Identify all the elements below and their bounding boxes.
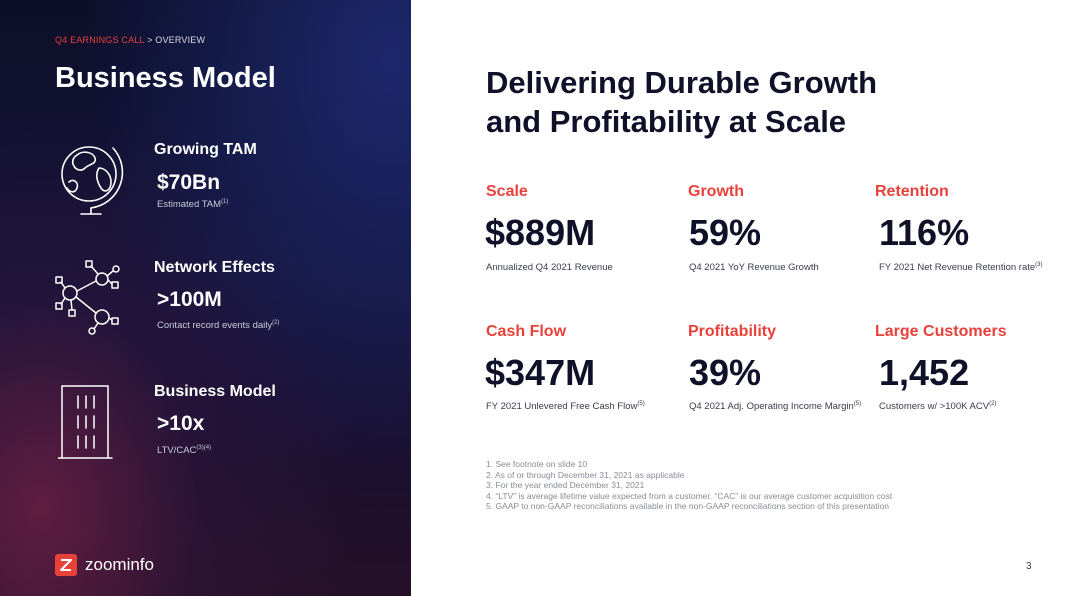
feature-value-business: >10x	[157, 412, 205, 435]
logo-z-icon	[55, 554, 77, 576]
feature-title-network: Network Effects	[154, 259, 275, 276]
metric-desc-retention: FY 2021 Net Revenue Retention rate(3)	[879, 262, 1043, 273]
metric-desc-customers-text: Customers w/ >100K ACV	[879, 401, 990, 413]
metric-label-customers: Large Customers	[875, 323, 1007, 340]
metric-desc-profitability-sup: (5)	[853, 401, 862, 407]
metric-desc-customers: Customers w/ >100K ACV(2)	[879, 401, 996, 412]
left-panel: Q4 EARNINGS CALL > OVERVIEW Business Mod…	[0, 0, 411, 596]
breadcrumb: Q4 EARNINGS CALL > OVERVIEW	[55, 35, 205, 45]
feature-value-network: >100M	[157, 288, 222, 311]
zoominfo-logo: zoominfo	[55, 554, 154, 576]
feature-sub-tam: Estimated TAM(1)	[157, 199, 228, 210]
metric-value-profitability: 39%	[689, 352, 762, 393]
metric-value-customers: 1,452	[879, 352, 970, 393]
breadcrumb-separator: >	[144, 35, 156, 45]
footnote: 2. As of or through December 31, 2021 as…	[486, 469, 685, 480]
metric-desc-growth-text: Q4 2021 YoY Revenue Growth	[689, 262, 819, 273]
breadcrumb-page: OVERVIEW	[155, 35, 206, 45]
metric-desc-profitability-text: Q4 2021 Adj. Operating Income Margin	[689, 401, 854, 413]
footnote: 3. For the year ended December 31, 2021	[486, 480, 645, 490]
feature-sub-business-sup: (3)(4)	[196, 445, 212, 451]
main-title: Delivering Durable Growth and Profitabil…	[486, 63, 986, 141]
feature-title-tam: Growing TAM	[154, 141, 257, 158]
feature-sub-tam-text: Estimated TAM	[157, 199, 222, 211]
metric-desc-retention-text: FY 2021 Net Revenue Retention rate	[879, 262, 1036, 274]
network-icon	[55, 260, 120, 335]
metric-label-scale: Scale	[486, 183, 528, 200]
metric-desc-cashflow-sup: (5)	[637, 401, 645, 407]
feature-sub-network-sup: (2)	[272, 320, 280, 326]
metric-label-retention: Retention	[875, 183, 949, 200]
left-title: Business Model	[55, 62, 276, 94]
metric-desc-scale-text: Annualized Q4 2021 Revenue	[486, 262, 613, 273]
metric-value-growth: 59%	[689, 212, 762, 253]
metric-value-retention: 116%	[879, 212, 970, 253]
footnotes: 1. See footnote on slide 10 2. As of or …	[486, 459, 892, 512]
logo-text: zoominfo	[85, 555, 154, 574]
footnote: 5. GAAP to non-GAAP reconciliations avai…	[486, 501, 890, 511]
globe-icon	[61, 146, 124, 215]
metric-label-profitability: Profitability	[688, 323, 777, 340]
feature-title-business: Business Model	[154, 383, 276, 400]
metric-desc-customers-sup: (2)	[989, 401, 997, 407]
metric-desc-cashflow: FY 2021 Unlevered Free Cash Flow(5)	[486, 401, 645, 412]
feature-value-tam: $70Bn	[157, 171, 221, 194]
feature-sub-business: LTV/CAC(3)(4)	[157, 445, 211, 456]
main-title-line2: and Profitability at Scale	[486, 104, 847, 139]
metric-desc-growth: Q4 2021 YoY Revenue Growth	[689, 262, 819, 273]
metric-desc-retention-sup: (3)	[1035, 262, 1043, 268]
metric-desc-scale: Annualized Q4 2021 Revenue	[486, 262, 613, 273]
metric-label-cashflow: Cash Flow	[486, 323, 567, 340]
breadcrumb-section[interactable]: Q4 EARNINGS CALL	[55, 35, 145, 45]
metric-desc-cashflow-text: FY 2021 Unlevered Free Cash Flow	[486, 401, 638, 413]
metric-label-growth: Growth	[688, 183, 744, 200]
page-number: 3	[1026, 561, 1032, 572]
feature-sub-business-text: LTV/CAC	[157, 445, 197, 457]
metric-desc-profitability: Q4 2021 Adj. Operating Income Margin(5)	[689, 401, 861, 412]
metric-value-scale: $889M	[485, 212, 596, 253]
footnote: 4. “LTV” is average lifetime value expec…	[486, 490, 893, 501]
building-icon	[58, 385, 113, 459]
feature-sub-network-text: Contact record events daily	[157, 320, 273, 332]
footnote: 1. See footnote on slide 10	[486, 459, 588, 469]
metric-value-cashflow: $347M	[485, 352, 596, 393]
feature-sub-network: Contact record events daily(2)	[157, 320, 279, 331]
main-title-line1: Delivering Durable Growth	[486, 65, 878, 100]
feature-sub-tam-sup: (1)	[221, 199, 229, 205]
